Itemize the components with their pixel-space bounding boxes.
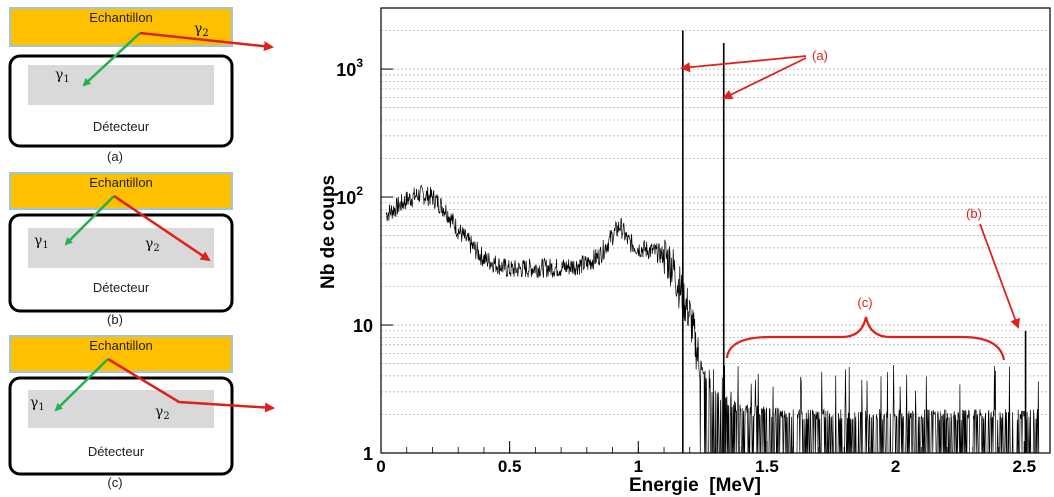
gamma1-arrow [54,358,109,412]
gamma1-arrow [64,195,115,246]
sample-block [9,7,233,47]
gamma1-label: γ1 [34,233,49,251]
annotation-b: (b) [966,206,1020,329]
detector-label: Détecteur [88,444,145,459]
x-tick-label: 2.5 [1012,457,1036,476]
panel-caption: (a) [107,149,123,164]
detector-label: Détecteur [93,119,150,134]
gamma2-label: γ2 [155,404,170,422]
sample-block [9,172,233,210]
annotation-label: (c) [857,295,872,310]
x-tick-label: 0.5 [498,457,522,476]
panel-caption: (b) [107,312,123,327]
annotation-arrow [722,57,807,99]
y-tick-label: 102 [336,184,363,208]
grid [381,7,1050,415]
x-tick-label: 0 [376,457,385,476]
gamma1-label: γ1 [55,67,70,85]
y-tick-label: 103 [336,56,363,80]
y-axis: 1 10 102 103 [336,56,393,464]
gamma2-arrow [139,31,274,52]
annotation-brace [725,316,1006,361]
x-axis-title: Energie [MeV] [629,475,761,496]
y-axis-title: Nb de coups [318,175,339,289]
annotation-label: (a) [812,48,828,63]
gamma2-arrow [113,194,211,262]
panel-caption: (c) [107,475,122,490]
detector-crystal [28,228,214,268]
detector-label: Détecteur [93,280,150,295]
annotation-a: (a) [680,48,828,99]
annotation-c: (c) [725,295,1006,361]
peaks [682,30,1027,453]
detector-crystal [28,65,214,105]
gamma2-label: γ2 [145,236,160,254]
gamma1-arrow [82,32,141,87]
panel-c: Echantillon Détecteur γ1 γ2 (c) [8,335,275,490]
gamma1-label: γ1 [30,395,45,413]
sample-label: Echantillon [89,338,153,353]
gamma2-label: γ2 [194,21,209,39]
sample-label: Echantillon [89,175,153,190]
x-tick-label: 1.5 [755,457,779,476]
y-tick-label: 10 [353,316,373,336]
annotation-arrow [979,223,1020,329]
gamma2-arrow [107,357,275,413]
panel-b: Echantillon Détecteur γ1 γ2 (b) [8,172,234,327]
spectrum-chart: 0 0.5 1 1.5 2 2.5 1 10 102 103 Energie [MeV] Nb … [318,7,1051,496]
y-tick-label: 1 [363,444,373,464]
x-axis: 0 0.5 1 1.5 2 2.5 [376,441,1051,476]
x-tick-label: 1 [634,457,643,476]
x-tick-label: 2 [891,457,900,476]
annotation-arrow [680,55,807,73]
annotation-label: (b) [966,206,982,221]
sample-label: Echantillon [89,10,153,25]
panel-a: Echantillon Détecteur γ1 γ2 (a) [8,7,274,164]
